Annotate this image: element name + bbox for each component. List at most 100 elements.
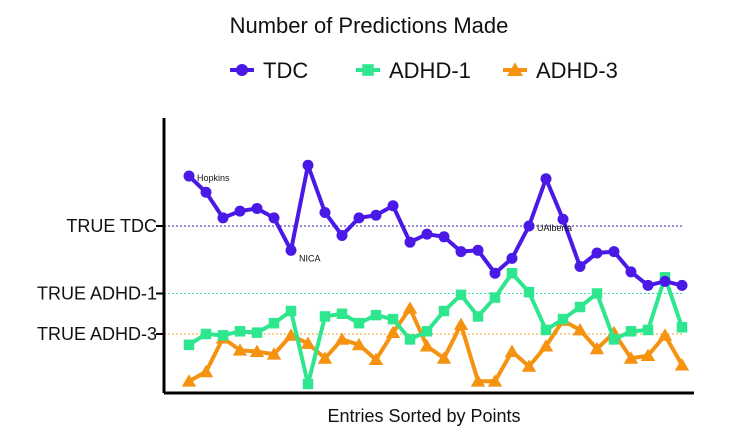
point-tdc-14 [404,236,416,248]
legend-item-tdc: TDC [230,58,308,83]
point-tdc-4 [234,205,246,217]
point-tdc-30 [676,279,688,291]
point-tdc-29 [659,275,671,287]
point-tdc-27 [625,266,637,278]
point-adhd-3-2 [198,364,214,378]
point-adhd-1-15 [421,326,433,337]
legend-label-tdc: TDC [263,58,308,83]
series-layer [181,159,690,390]
point-tdc-1 [183,170,195,182]
point-tdc-26 [608,246,620,258]
point-adhd-3-4 [232,343,248,356]
point-adhd-3-15 [419,339,435,352]
point-adhd-1-3 [217,330,229,341]
point-tdc-17 [455,246,467,258]
point-tdc-12 [370,209,382,221]
point-adhd-3-8 [300,336,316,349]
point-tdc-9 [319,207,331,218]
point-tdc-28 [642,279,654,291]
point-adhd-1-17 [455,289,467,301]
point-tdc-18 [472,244,484,256]
point-adhd-3-28 [640,348,656,361]
point-adhd-1-2 [200,328,212,340]
point-adhd-1-12 [370,309,382,321]
legend-marker-adhd-1 [362,64,374,76]
point-tdc-6 [268,212,280,224]
legend-label-adhd-3: ADHD-3 [536,58,618,83]
annotations: Hopkins NICA UAlberta [197,173,572,263]
point-adhd-1-25 [591,288,603,299]
point-tdc-23 [557,213,569,225]
point-adhd-1-26 [608,334,620,345]
point-tdc-13 [387,200,399,212]
point-adhd-1-27 [625,326,637,337]
annotation-ualberta: UAlberta [537,223,572,233]
legend: TDC ADHD-1 ADHD-3 [230,58,618,83]
point-adhd-1-5 [251,327,263,338]
reference-label-true-adhd-1: TRUE ADHD-1 [37,284,157,304]
point-adhd-3-6 [266,347,282,360]
point-adhd-1-1 [183,339,195,351]
point-adhd-3-10 [334,332,350,345]
point-adhd-3-12 [368,352,384,366]
point-tdc-8 [302,159,314,171]
point-tdc-2 [200,186,212,198]
point-tdc-24 [574,261,586,272]
legend-marker-tdc [235,63,249,77]
point-adhd-3-9 [317,351,333,364]
legend-marker-adhd-3 [507,62,523,76]
annotation-hopkins: Hopkins [197,173,230,183]
point-adhd-3-11 [351,337,367,351]
point-adhd-1-28 [642,324,654,336]
point-adhd-3-24 [572,322,588,336]
series-line-tdc [187,163,683,288]
series-line-adhd-1 [187,271,684,386]
point-adhd-1-19 [489,292,501,303]
point-adhd-3-5 [249,344,265,357]
point-tdc-20 [506,252,518,264]
point-tdc-16 [438,231,450,243]
point-adhd-3-17 [453,317,469,330]
point-adhd-1-22 [540,324,552,336]
legend-item-adhd-1: ADHD-1 [356,58,471,83]
x-axis-title: Entries Sorted by Points [327,406,520,426]
point-tdc-5 [251,202,263,214]
reference-lines: TRUE TDC TRUE ADHD-1 TRUE ADHD-3 [37,216,682,344]
point-adhd-3-19 [487,374,503,387]
point-adhd-3-16 [436,351,452,364]
point-adhd-3-7 [283,328,299,341]
reference-label-true-tdc: TRUE TDC [66,216,157,236]
point-adhd-3-14 [402,301,418,314]
point-adhd-1-13 [387,313,399,325]
point-adhd-1-16 [438,305,450,317]
point-adhd-3-21 [521,359,537,372]
point-tdc-15 [421,228,433,240]
point-adhd-1-14 [404,334,416,345]
point-adhd-3-18 [470,374,486,387]
point-tdc-10 [336,229,348,241]
point-tdc-7 [285,244,297,256]
point-tdc-22 [540,173,552,185]
chart-title: Number of Predictions Made [230,13,509,38]
point-adhd-1-6 [268,317,280,329]
point-adhd-1-8 [302,378,314,390]
point-adhd-1-4 [234,326,246,337]
point-adhd-1-20 [506,268,518,279]
point-tdc-19 [489,267,501,279]
point-adhd-1-7 [285,305,297,317]
point-adhd-1-23 [557,313,569,325]
point-adhd-1-10 [336,308,348,319]
point-adhd-1-30 [676,322,688,333]
point-adhd-3-29 [657,328,673,341]
legend-item-adhd-3: ADHD-3 [503,58,618,83]
point-adhd-1-18 [472,311,484,322]
point-adhd-1-11 [353,317,365,329]
point-tdc-25 [591,247,603,259]
point-tdc-11 [353,212,365,224]
annotation-nica: NICA [299,253,321,263]
point-adhd-3-22 [538,339,554,352]
point-adhd-1-9 [319,311,331,322]
point-adhd-3-25 [589,341,605,355]
